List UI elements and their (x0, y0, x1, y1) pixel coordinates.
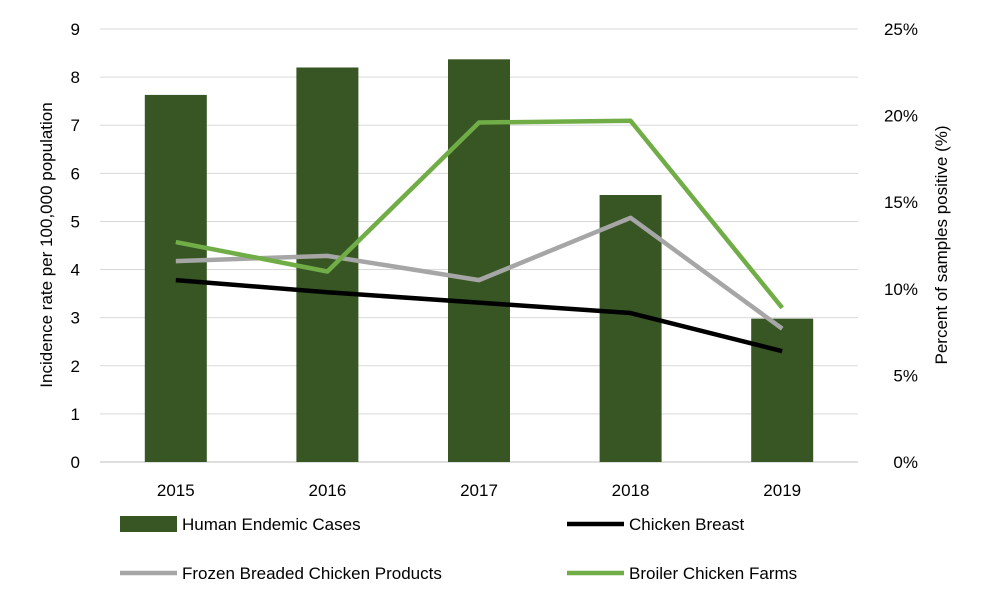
series-line (175, 215, 784, 331)
y-left-tick-label: 6 (71, 164, 80, 183)
x-tick-label: 2016 (308, 481, 346, 500)
line-series (175, 118, 784, 354)
x-tick-label: 2018 (612, 481, 650, 500)
legend-label: Frozen Breaded Chicken Products (182, 564, 442, 583)
y-left-tick-label: 7 (71, 116, 80, 135)
bar-series (144, 59, 814, 463)
y-right-tick-label: 10% (884, 280, 918, 299)
legend-item: Broiler Chicken Farms (567, 564, 797, 583)
legend-label: Chicken Breast (629, 515, 745, 534)
y-left-tick-label: 0 (71, 453, 80, 472)
y-left-tick-label: 8 (71, 68, 80, 87)
y-left-tick-label: 1 (71, 405, 80, 424)
y-axis-right-title: Percent of samples positive (%) (932, 125, 951, 364)
legend-item: Human Endemic Cases (120, 515, 361, 534)
y-right-tick-label: 25% (884, 20, 918, 39)
y-right-tick-label: 5% (893, 366, 918, 385)
y-left-tick-label: 5 (71, 212, 80, 231)
y-left-tick-label: 4 (71, 261, 80, 280)
bar (296, 67, 359, 462)
legend-item: Chicken Breast (567, 515, 745, 534)
y-left-tick-label: 2 (71, 357, 80, 376)
legend-label: Human Endemic Cases (182, 515, 361, 534)
right-axis-ticks: 0% 5% 10% 15% 20% 25% (884, 20, 918, 472)
x-tick-label: 2015 (157, 481, 195, 500)
bar (751, 318, 814, 462)
bar (448, 59, 510, 463)
y-axis-left-title: Incidence rate per 100,000 population (37, 102, 56, 387)
y-right-tick-label: 20% (884, 107, 918, 126)
legend: Human Endemic Cases Chicken Breast Frozen … (120, 515, 797, 583)
legend-item: Frozen Breaded Chicken Products (120, 564, 442, 583)
x-axis-ticks: 2015 2016 2017 2018 2019 (157, 481, 801, 500)
y-right-tick-label: 15% (884, 193, 918, 212)
legend-label: Broiler Chicken Farms (629, 564, 797, 583)
y-left-tick-label: 3 (71, 309, 80, 328)
left-axis-ticks: 0 1 2 3 4 5 6 7 8 9 (71, 20, 80, 472)
legend-swatch (120, 516, 177, 532)
x-tick-label: 2019 (763, 481, 801, 500)
y-right-tick-label: 0% (893, 453, 918, 472)
series-line (175, 277, 783, 354)
bar (599, 194, 662, 462)
bar (144, 94, 207, 462)
x-tick-label: 2017 (460, 481, 498, 500)
series-line (175, 118, 784, 310)
y-left-tick-label: 9 (71, 20, 80, 39)
